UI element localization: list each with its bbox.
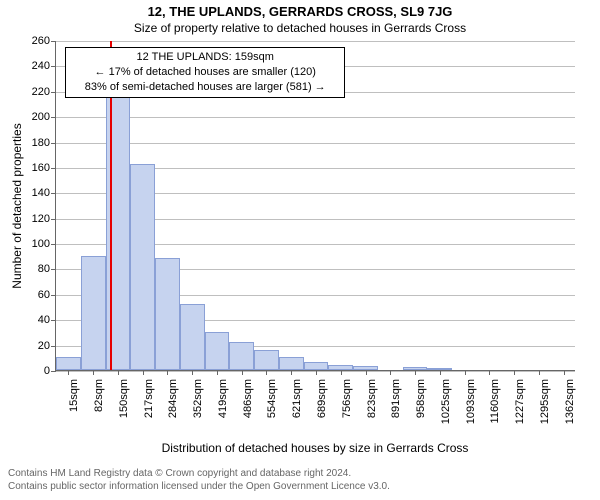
histogram-bar: [205, 332, 230, 370]
ytick-label: 100: [32, 238, 56, 250]
xtick-mark: [242, 370, 243, 375]
ytick-label: 0: [44, 365, 56, 377]
xtick-mark: [465, 370, 466, 375]
xtick-mark: [316, 370, 317, 375]
xtick-label: 958sqm: [415, 379, 427, 418]
annotation-line3: 83% of semi-detached houses are larger (…: [72, 80, 338, 95]
ytick-label: 260: [32, 35, 56, 47]
xtick-label: 15sqm: [68, 379, 80, 412]
xtick-mark: [415, 370, 416, 375]
annotation-line1: 12 THE UPLANDS: 159sqm: [72, 50, 338, 65]
xtick-label: 1227sqm: [514, 379, 526, 424]
histogram-bar: [106, 93, 131, 370]
gridline: [56, 117, 575, 118]
xtick-label: 419sqm: [217, 379, 229, 418]
ytick-label: 120: [32, 213, 56, 225]
xtick-mark: [440, 370, 441, 375]
ytick-label: 180: [32, 137, 56, 149]
xtick-mark: [266, 370, 267, 375]
plot-area: 02040608010012014016018020022024026015sq…: [55, 41, 575, 371]
xtick-label: 217sqm: [143, 379, 155, 418]
chart-subtitle: Size of property relative to detached ho…: [0, 21, 600, 35]
xtick-mark: [118, 370, 119, 375]
ytick-label: 220: [32, 86, 56, 98]
xtick-label: 891sqm: [390, 379, 402, 418]
xtick-label: 756sqm: [341, 379, 353, 418]
xtick-label: 1093sqm: [465, 379, 477, 424]
xtick-mark: [192, 370, 193, 375]
chart-title: 12, THE UPLANDS, GERRARDS CROSS, SL9 7JG: [0, 4, 600, 19]
xtick-mark: [489, 370, 490, 375]
xtick-mark: [167, 370, 168, 375]
y-axis-label: Number of detached properties: [10, 123, 24, 288]
xtick-label: 284sqm: [167, 379, 179, 418]
histogram-bar: [155, 258, 180, 370]
ytick-label: 40: [38, 314, 56, 326]
footer-line1: Contains HM Land Registry data © Crown c…: [8, 468, 390, 481]
footer: Contains HM Land Registry data © Crown c…: [8, 468, 390, 493]
xtick-label: 82sqm: [93, 379, 105, 412]
histogram-bar: [180, 304, 205, 370]
histogram-bar: [81, 256, 106, 370]
xtick-mark: [291, 370, 292, 375]
footer-line2: Contains public sector information licen…: [8, 481, 390, 494]
xtick-mark: [217, 370, 218, 375]
histogram-bar: [229, 342, 254, 370]
xtick-label: 823sqm: [366, 379, 378, 418]
ytick-label: 160: [32, 162, 56, 174]
chart-area: 02040608010012014016018020022024026015sq…: [55, 41, 575, 371]
xtick-mark: [143, 370, 144, 375]
gridline: [56, 143, 575, 144]
xtick-mark: [93, 370, 94, 375]
ytick-label: 240: [32, 60, 56, 72]
xtick-mark: [68, 370, 69, 375]
ytick-label: 200: [32, 111, 56, 123]
histogram-bar: [254, 350, 279, 370]
xtick-label: 1160sqm: [489, 379, 501, 423]
xtick-mark: [514, 370, 515, 375]
x-axis-label: Distribution of detached houses by size …: [162, 441, 469, 455]
ytick-label: 60: [38, 289, 56, 301]
xtick-label: 486sqm: [242, 379, 254, 418]
xtick-label: 352sqm: [192, 379, 204, 418]
xtick-label: 554sqm: [266, 379, 278, 418]
histogram-bar: [130, 164, 155, 370]
ytick-label: 20: [38, 340, 56, 352]
histogram-bar: [56, 357, 81, 370]
xtick-mark: [564, 370, 565, 375]
annotation-line2: ← 17% of detached houses are smaller (12…: [72, 65, 338, 80]
xtick-mark: [539, 370, 540, 375]
xtick-label: 689sqm: [316, 379, 328, 418]
xtick-label: 1362sqm: [564, 379, 576, 424]
xtick-label: 150sqm: [118, 379, 130, 418]
xtick-label: 621sqm: [291, 379, 303, 418]
xtick-label: 1025sqm: [440, 379, 452, 424]
xtick-mark: [341, 370, 342, 375]
xtick-label: 1295sqm: [539, 379, 551, 424]
gridline: [56, 41, 575, 42]
annotation-box: 12 THE UPLANDS: 159sqm ← 17% of detached…: [65, 47, 345, 98]
ytick-label: 80: [38, 263, 56, 275]
histogram-bar: [279, 357, 304, 370]
ytick-label: 140: [32, 187, 56, 199]
histogram-bar: [304, 362, 329, 370]
xtick-mark: [366, 370, 367, 375]
xtick-mark: [390, 370, 391, 375]
